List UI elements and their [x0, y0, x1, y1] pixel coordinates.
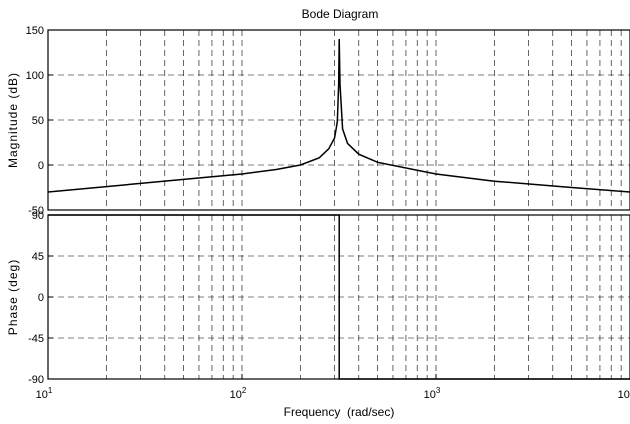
phase-ytick-label: 45 [32, 251, 44, 263]
phase-series-line [48, 214, 630, 380]
x-axis-ticks: 101102103104 [36, 374, 630, 401]
magnitude-y-axis-label: Magnitude (dB) [6, 72, 20, 168]
x-axis-label: Frequency (rad/sec) [284, 405, 395, 419]
phase-ytick-label: -90 [28, 374, 44, 386]
x-tick-label: 103 [424, 386, 441, 401]
magnitude-ytick-label: 50 [32, 115, 44, 127]
magnitude-ytick-label: -50 [28, 205, 44, 217]
magnitude-ytick-label: 150 [26, 25, 44, 37]
phase-ytick-label: 90 [32, 210, 44, 222]
magnitude-y-ticks: 150 100 50 0 -50 [26, 25, 53, 217]
x-tick-base: 10 [424, 389, 436, 401]
magnitude-series-line [47, 38, 630, 193]
phase-y-ticks: 90 45 0 -45 -90 [28, 210, 53, 386]
x-tick-label: 104 [618, 386, 630, 401]
x-tick-label: 102 [230, 386, 247, 401]
x-tick-exponent: 1 [48, 386, 53, 395]
magnitude-panel: 150 100 50 0 -50 Magnitude (dB) [6, 25, 630, 217]
phase-ytick-label: -45 [28, 333, 44, 345]
x-tick-exponent: 3 [436, 386, 441, 395]
x-tick-base: 10 [230, 389, 242, 401]
phase-panel: 90 45 0 -45 -90 Phase (deg) [6, 210, 630, 386]
x-tick-exponent: 2 [242, 386, 247, 395]
x-tick-label: 101 [36, 386, 53, 401]
phase-ytick-label: 0 [38, 292, 44, 304]
magnitude-ytick-label: 0 [38, 160, 44, 172]
phase-y-axis-label: Phase (deg) [6, 259, 20, 335]
x-tick-base: 10 [36, 389, 48, 401]
magnitude-ytick-label: 100 [26, 70, 44, 82]
x-tick-base: 10 [618, 389, 630, 401]
chart-title: Bode Diagram [302, 7, 379, 21]
